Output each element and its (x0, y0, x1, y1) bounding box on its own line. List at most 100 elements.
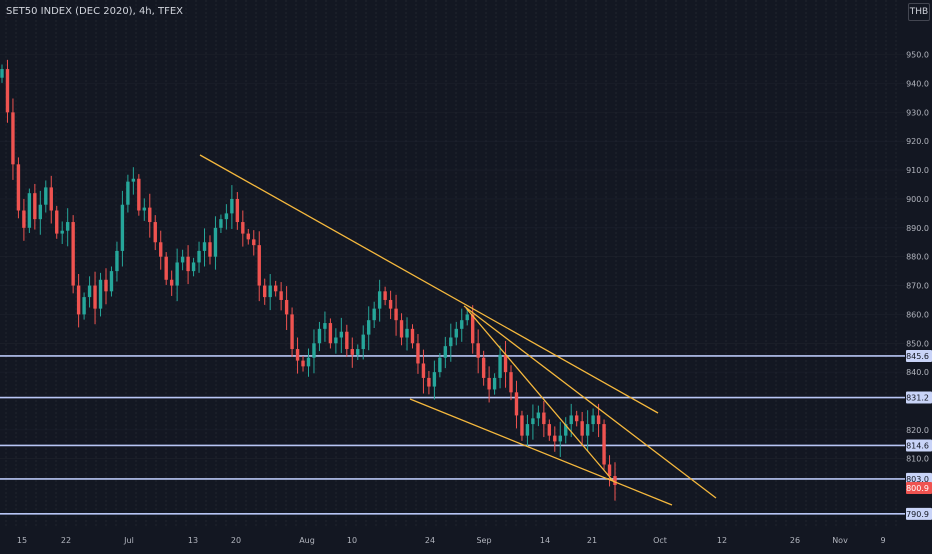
candle-body (312, 343, 316, 358)
candle-body (11, 112, 15, 165)
candle-body (27, 193, 32, 228)
price-level-badge[interactable] (906, 349, 932, 362)
candle-body (339, 331, 344, 338)
candle-body (241, 222, 245, 234)
candle-body (109, 271, 114, 292)
candle-body (213, 227, 218, 257)
candle-body (268, 285, 272, 298)
candle-body (33, 193, 37, 220)
candle-body (5, 69, 10, 113)
price-levels (0, 355, 905, 515)
candle-body (16, 164, 21, 211)
price-level-badge[interactable] (906, 472, 932, 485)
candle-body (438, 357, 442, 373)
time-tick-label: Jul (123, 536, 134, 545)
candle-body (427, 377, 431, 387)
time-tick-label: 13 (188, 536, 198, 545)
price-tick-label: 940.0 (906, 80, 929, 89)
candle-body (38, 204, 43, 220)
price-tick-label: 850.0 (906, 339, 929, 348)
candle-body (361, 334, 365, 350)
price-level-badge[interactable] (906, 439, 932, 452)
candle-body (383, 291, 387, 300)
candle-body (492, 377, 497, 390)
price-level-badge[interactable] (906, 507, 932, 520)
candle-body (536, 412, 541, 419)
candle-body (295, 349, 300, 361)
price-axis-background (905, 0, 932, 550)
candle-body (525, 424, 530, 436)
candle-body (328, 323, 333, 344)
price-level-label: 803.0 (906, 475, 929, 484)
candle-body (487, 377, 491, 390)
price-tick-label: 880.0 (906, 253, 929, 262)
price-tick-label: 820.0 (906, 426, 929, 435)
price-level-label: 814.6 (906, 441, 929, 450)
candle-body (224, 213, 229, 220)
candle-body (449, 337, 453, 347)
candle-body (115, 250, 119, 272)
last-price-badge[interactable] (906, 481, 932, 494)
candle-body (98, 279, 103, 309)
price-level-label: 790.9 (906, 510, 929, 519)
candle-body (49, 187, 53, 211)
candle-body (596, 415, 601, 425)
candle-body (607, 464, 612, 477)
time-tick-label: 14 (540, 536, 550, 545)
candle-body (317, 328, 322, 344)
candle-body (553, 435, 557, 442)
time-tick-label: 22 (61, 536, 71, 545)
time-tick-label: 15 (17, 536, 27, 545)
time-axis[interactable]: 15 22 Jul 13 20 Aug 10 24 Sep 14 21 Oct 12 26 Nov 9 (0, 528, 932, 550)
time-tick-label: 9 (880, 536, 885, 545)
candle-body (470, 314, 475, 344)
candle-body (591, 415, 595, 425)
price-tick-label: 920.0 (906, 137, 929, 146)
candle-body (569, 415, 573, 425)
candle-body (175, 262, 179, 286)
price-tick-label: 930.0 (906, 108, 929, 117)
candle-body (443, 346, 448, 358)
candle-body (252, 239, 256, 246)
trendline[interactable] (463, 305, 717, 499)
candle-body (301, 360, 305, 367)
trendline[interactable] (465, 307, 615, 483)
price-tick-label: 810.0 (906, 455, 929, 464)
candle-body (159, 242, 163, 257)
candle-body (558, 435, 562, 442)
candle-body (169, 279, 174, 286)
price-tick-label: 890.0 (906, 224, 929, 233)
candle-body (580, 421, 584, 436)
candle-body (372, 308, 376, 321)
candle-body (235, 198, 240, 223)
time-axis-background (0, 528, 932, 550)
price-tick-label: 860.0 (906, 310, 929, 319)
candle-body (613, 476, 617, 485)
candle-body (410, 328, 415, 344)
candle-body (208, 242, 212, 257)
candle-body (93, 285, 97, 309)
candle-body (263, 285, 267, 298)
candle-body (432, 372, 437, 387)
price-tick-label: 870.0 (906, 282, 929, 291)
candle-body (367, 320, 371, 335)
trendlines[interactable] (199, 154, 717, 506)
price-axis[interactable]: 950.0 940.0 930.0 920.0 910.0 900.0 890.0 880.0… (905, 0, 932, 550)
candle-body (350, 349, 354, 355)
candle-body (197, 250, 201, 263)
candle-body (602, 424, 606, 465)
candle-body (481, 357, 486, 378)
trendline[interactable] (409, 398, 673, 506)
candle-body (164, 256, 168, 280)
candle-body (460, 320, 464, 329)
price-level-badge[interactable] (906, 391, 932, 404)
price-tick-label: 910.0 (906, 166, 929, 175)
trendline[interactable] (199, 154, 659, 414)
candle-body (509, 372, 513, 393)
candle-body (219, 219, 223, 228)
candle-body (180, 256, 185, 263)
currency-badge[interactable]: THB (908, 3, 930, 21)
